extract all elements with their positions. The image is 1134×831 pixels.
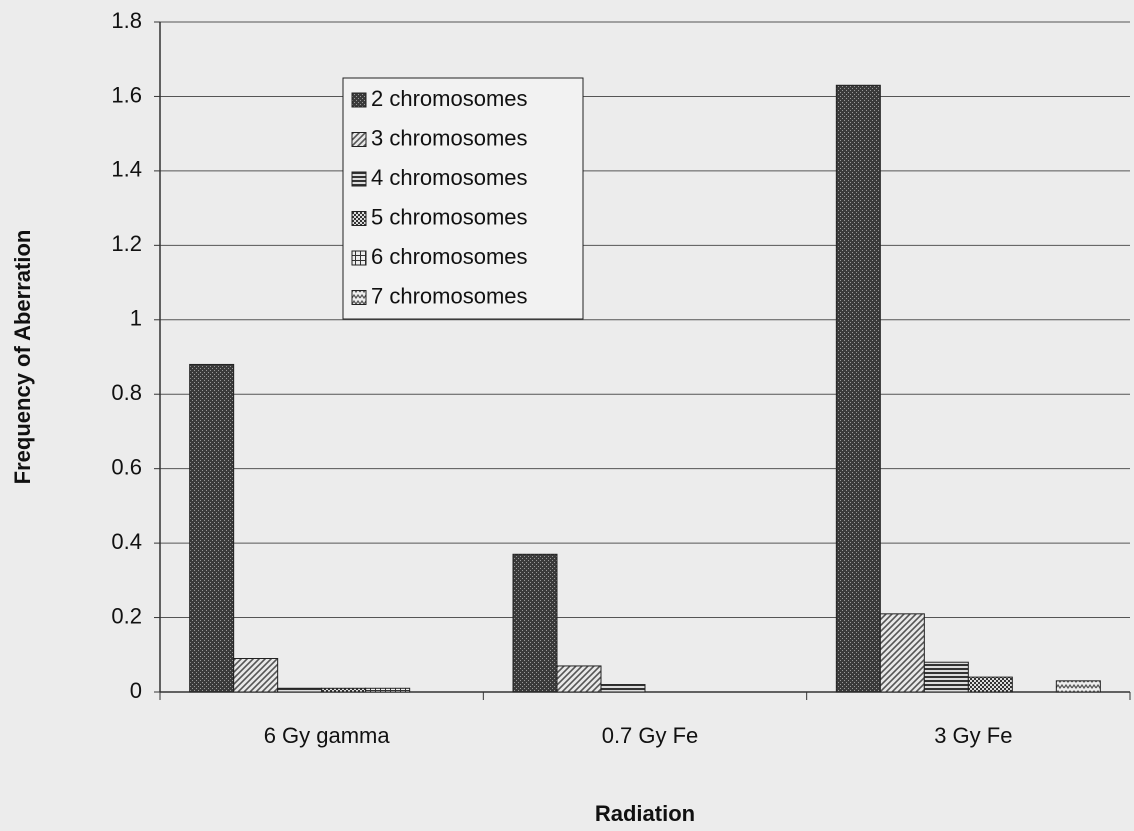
y-tick-label: 1.2	[111, 231, 142, 256]
x-tick-label: 6 Gy gamma	[264, 723, 391, 748]
x-tick-label: 0.7 Gy Fe	[602, 723, 699, 748]
bar	[233, 658, 279, 693]
y-tick-label: 0	[130, 678, 142, 703]
x-tick-label: 3 Gy Fe	[934, 723, 1012, 748]
legend-swatch	[351, 250, 367, 266]
legend-label: 3 chromosomes	[371, 125, 528, 150]
bar	[835, 84, 881, 693]
y-tick-label: 0.8	[111, 380, 142, 405]
legend-swatch	[351, 92, 367, 108]
legend-label: 2 chromosomes	[371, 86, 528, 111]
bar	[556, 665, 602, 693]
y-tick-label: 1.6	[111, 82, 142, 107]
bar	[277, 687, 323, 693]
bar	[1055, 680, 1101, 693]
bar	[600, 684, 646, 693]
bar	[967, 676, 1013, 693]
legend-swatch	[351, 132, 367, 147]
y-tick-label: 1.4	[111, 157, 142, 182]
y-tick-label: 1.8	[111, 8, 142, 33]
legend-label: 7 chromosomes	[371, 283, 528, 308]
y-tick-label: 1	[130, 306, 142, 331]
legend-box	[342, 77, 584, 320]
bar	[365, 687, 411, 693]
bar	[321, 687, 367, 693]
y-tick-label: 0.4	[111, 529, 142, 554]
legend-label: 5 chromosomes	[371, 204, 528, 229]
legend-swatch	[351, 290, 367, 305]
x-axis-title: Radiation	[595, 801, 695, 826]
y-tick-label: 0.2	[111, 603, 142, 628]
bar	[189, 363, 235, 693]
legend-swatch	[351, 211, 367, 226]
legend-label: 6 chromosomes	[371, 244, 528, 269]
bar	[512, 553, 558, 693]
y-tick-label: 0.6	[111, 454, 142, 479]
legend-label: 4 chromosomes	[371, 165, 528, 190]
bar	[879, 613, 925, 693]
y-axis-title: Frequency of Aberration	[10, 230, 35, 485]
legend-swatch	[351, 171, 367, 187]
bar	[923, 661, 969, 693]
